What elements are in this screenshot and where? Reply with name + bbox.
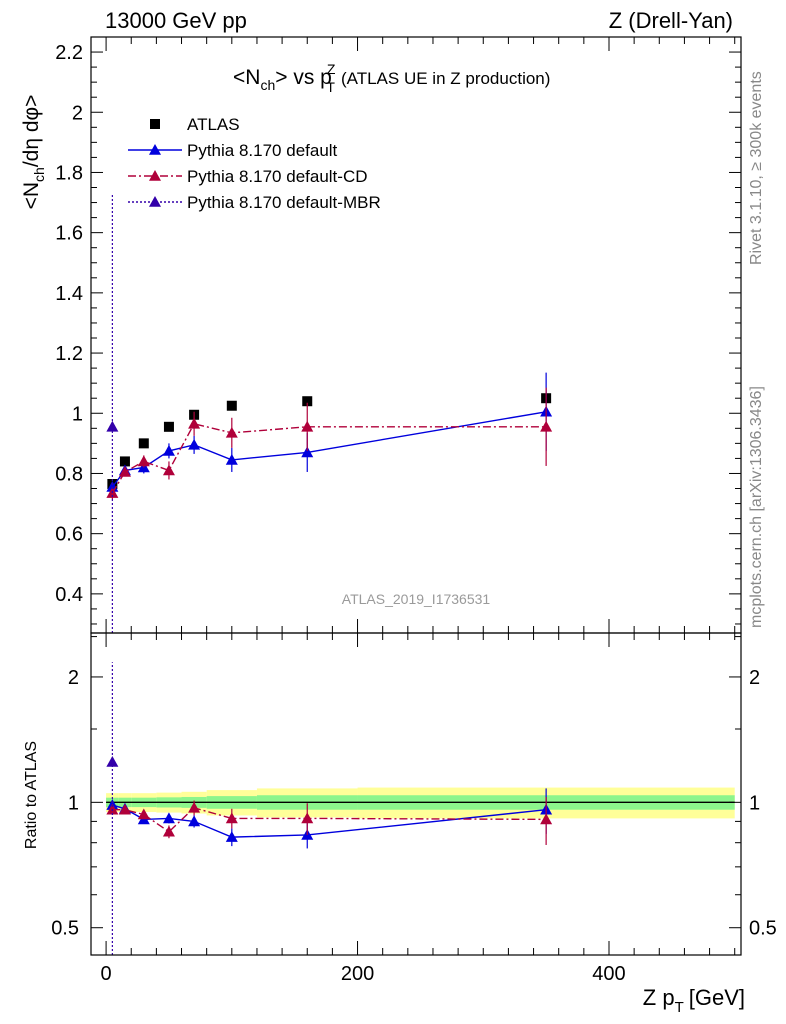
x-tick-label: 400 <box>592 963 625 985</box>
ratio-series-marker <box>225 831 238 842</box>
ratio-series-marker <box>188 815 201 827</box>
ratio-series-marker <box>540 813 553 825</box>
rivet-version-text: Rivet 3.1.10, ≥ 300k events <box>748 71 765 265</box>
series-line <box>111 411 547 488</box>
legend: ATLAS Pythia 8.170 default Pythia 8.170 de… <box>128 115 381 212</box>
ratio-y-tick-label-left: 0.5 <box>51 918 79 940</box>
atlas-data-point <box>138 438 149 449</box>
ratio-panel <box>106 662 735 955</box>
legend-entry: ATLAS <box>150 115 240 134</box>
ratio-series-marker <box>301 812 314 824</box>
legend-label: ATLAS <box>187 115 240 134</box>
ratio-series-marker <box>225 812 238 824</box>
series-line <box>111 422 547 494</box>
legend-label: Pythia 8.170 default-MBR <box>187 193 381 212</box>
ratio-y-tick-label-left: 2 <box>68 667 79 689</box>
main-y-tick-label: 1.4 <box>55 283 83 305</box>
series-marker <box>188 438 201 450</box>
analysis-watermark: ATLAS_2019_I1736531 <box>342 591 491 607</box>
series-marker <box>137 455 150 467</box>
legend-marker-triangle <box>149 144 161 155</box>
main-y-axis-label: <Nch/dη dφ> <box>20 95 47 210</box>
atlas-data-point <box>226 400 237 411</box>
series-marker <box>118 465 131 477</box>
main-y-tick-label: 2 <box>72 102 83 124</box>
main-y-tick-label: 1.6 <box>55 223 83 245</box>
ratio-y-tick-label-right: 0.5 <box>749 918 777 940</box>
ratio-series-line <box>112 807 547 833</box>
ratio-y-tick-label-left: 1 <box>68 792 79 814</box>
header-right: Z (Drell-Yan) <box>609 8 733 33</box>
series-marker <box>162 444 175 456</box>
legend-label: Pythia 8.170 default <box>187 141 338 160</box>
main-y-tick-label: 2.2 <box>55 42 83 64</box>
legend-entry: Pythia 8.170 default <box>128 141 338 160</box>
main-panel <box>106 195 553 633</box>
main-y-tick-label: 1.8 <box>55 162 83 184</box>
ratio-series-marker <box>106 755 119 767</box>
x-axis-label: Z pT [GeV] <box>643 985 745 1016</box>
series-marker <box>540 420 553 432</box>
ratio-series-marker <box>137 808 150 820</box>
ratio-series-marker <box>162 812 175 824</box>
ratio-series-marker <box>162 825 175 837</box>
legend-marker-square <box>150 119 160 129</box>
x-tick-label: 0 <box>101 963 112 985</box>
ratio-series-marker <box>188 801 201 813</box>
ratio-axes-frame <box>90 632 742 956</box>
legend-entry: Pythia 8.170 default-MBR <box>128 193 381 212</box>
legend-marker-triangle <box>149 196 161 207</box>
series-marker <box>106 420 119 432</box>
x-tick-label: 200 <box>341 963 374 985</box>
header-left: 13000 GeV pp <box>105 8 247 33</box>
main-y-tick-label: 0.8 <box>55 463 83 485</box>
main-y-tick-label: 1 <box>72 403 83 425</box>
ratio-y-axis-label: Ratio to ATLAS <box>23 741 40 849</box>
ratio-y-tick-label-right: 2 <box>749 667 760 689</box>
series-marker <box>162 464 175 476</box>
legend-entry: Pythia 8.170 default-CD <box>128 167 368 186</box>
atlas-data-point <box>302 396 313 407</box>
series-marker <box>301 420 314 432</box>
ratio-y-tick-label-right: 1 <box>749 792 760 814</box>
atlas-data-point <box>163 421 174 432</box>
series-marker <box>225 453 238 465</box>
ratio-series-marker <box>118 803 131 815</box>
series-marker <box>225 426 238 438</box>
main-y-tick-label: 1.2 <box>55 343 83 365</box>
series-marker <box>188 417 201 429</box>
series-marker <box>301 446 314 458</box>
axes-frames: 0.4 0.6 0.8 1 1.2 1.4 1.6 1.8 2 2.2 0.5 0.5 1 1 2 2 0 200… <box>51 36 777 985</box>
legend-label: Pythia 8.170 default-CD <box>187 167 368 186</box>
main-title: <Nch> vs pZ T (ATLAS UE in Z production) <box>233 61 550 95</box>
legend-marker-triangle <box>149 170 161 181</box>
atlas-data-point <box>119 456 130 467</box>
mcplots-credit-text: mcplots.cern.ch [arXiv:1306.3436] <box>748 386 765 628</box>
main-y-tick-label: 0.4 <box>55 584 83 606</box>
main-y-tick-label: 0.6 <box>55 524 83 546</box>
